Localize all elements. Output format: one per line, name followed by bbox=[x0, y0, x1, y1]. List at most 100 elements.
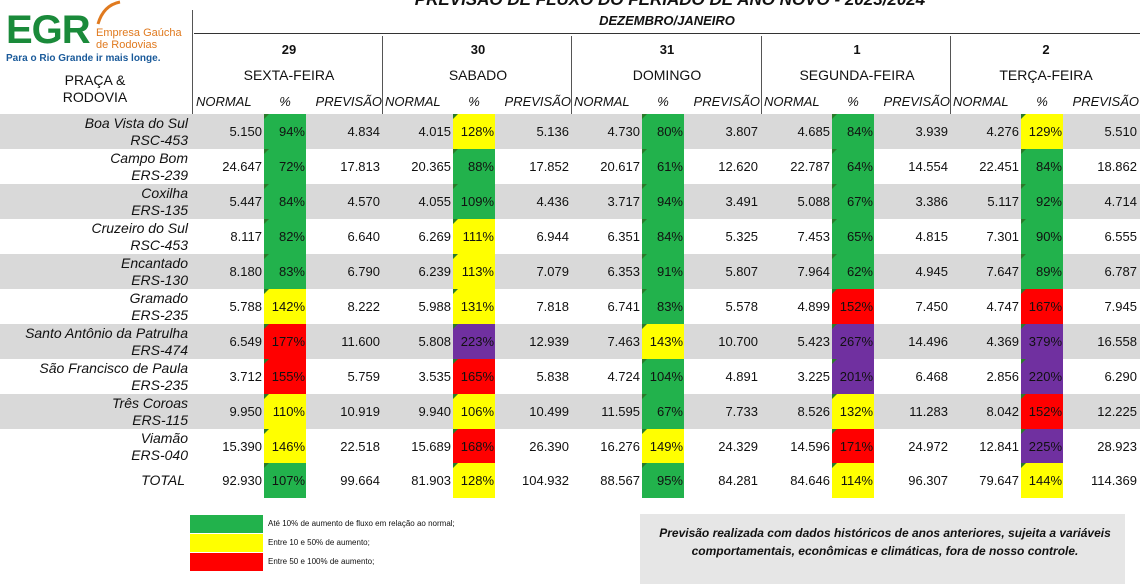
row-percent-cell: 62% bbox=[832, 254, 874, 289]
row-normal-value: 5.117 bbox=[987, 194, 1019, 209]
row-percent-cell: 128% bbox=[453, 114, 495, 149]
cell-marker-icon bbox=[264, 184, 269, 189]
cell-marker-icon bbox=[453, 254, 458, 259]
row-normal-value: 15.390 bbox=[222, 439, 262, 454]
subheader-previsao: PREVISÃO bbox=[315, 94, 382, 109]
row-previsao-value: 11.283 bbox=[909, 404, 948, 419]
day-name: SABADO bbox=[448, 67, 508, 83]
row-percent-cell: 83% bbox=[264, 254, 306, 289]
subheader-normal: NORMAL bbox=[385, 94, 441, 109]
row-previsao-value: 7.818 bbox=[536, 299, 569, 314]
cell-marker-icon bbox=[453, 324, 458, 329]
day-name: SEGUNDA-FEIRA bbox=[799, 67, 915, 83]
cell-marker-icon bbox=[642, 324, 647, 329]
row-normal-value: 5.447 bbox=[229, 194, 262, 209]
cell-marker-icon bbox=[264, 359, 269, 364]
table-left-border bbox=[192, 10, 193, 114]
cell-marker-icon bbox=[642, 254, 647, 259]
total-normal-value: 81.903 bbox=[411, 473, 451, 488]
legend-text: Até 10% de aumento de fluxo em relação a… bbox=[268, 519, 455, 528]
row-normal-value: 4.685 bbox=[797, 124, 830, 139]
cell-marker-icon bbox=[642, 114, 647, 119]
row-percent-cell: 267% bbox=[832, 324, 874, 359]
day-name: SEXTA-FEIRA bbox=[243, 67, 335, 83]
cell-marker-icon bbox=[264, 289, 269, 294]
legend-swatch bbox=[190, 553, 263, 571]
cell-marker-icon bbox=[264, 114, 269, 119]
road-code: ERS-474 bbox=[131, 342, 188, 358]
row-percent-cell: 88% bbox=[453, 149, 495, 184]
road-name: Viamão bbox=[140, 430, 188, 446]
row-previsao-value: 10.700 bbox=[718, 334, 758, 349]
row-normal-value: 20.617 bbox=[600, 159, 640, 174]
road-code: ERS-235 bbox=[131, 377, 188, 393]
cell-marker-icon bbox=[453, 463, 458, 468]
row-normal-value: 20.365 bbox=[411, 159, 451, 174]
cell-marker-icon bbox=[642, 149, 647, 154]
cell-marker-icon bbox=[642, 429, 647, 434]
month-underline bbox=[194, 33, 1140, 34]
row-normal-value: 4.369 bbox=[986, 334, 1019, 349]
row-percent-cell: 167% bbox=[1021, 289, 1063, 324]
cell-marker-icon bbox=[832, 463, 837, 468]
row-percent-cell: 201% bbox=[832, 359, 874, 394]
row-band bbox=[0, 114, 1140, 149]
row-previsao-value: 5.807 bbox=[725, 264, 758, 279]
day-number: 1 bbox=[853, 42, 861, 57]
row-percent-cell: 111% bbox=[453, 219, 495, 254]
row-percent-cell: 165% bbox=[453, 359, 495, 394]
row-previsao-value: 4.570 bbox=[347, 194, 380, 209]
row-normal-value: 4.747 bbox=[986, 299, 1019, 314]
logo-company-name: Empresa Gaúcha de Rodovias bbox=[96, 27, 182, 51]
cell-marker-icon bbox=[264, 463, 269, 468]
row-percent-cell: 89% bbox=[1021, 254, 1063, 289]
day-number: 30 bbox=[470, 42, 486, 57]
cell-marker-icon bbox=[832, 149, 837, 154]
day-separator bbox=[571, 36, 572, 114]
subheader-previsao: PREVISÃO bbox=[504, 94, 571, 109]
row-percent-cell: 168% bbox=[453, 429, 495, 464]
cell-marker-icon bbox=[453, 114, 458, 119]
cell-marker-icon bbox=[832, 394, 837, 399]
cell-marker-icon bbox=[453, 359, 458, 364]
logo-name-line2: de Rodovias bbox=[96, 39, 158, 51]
cell-marker-icon bbox=[264, 394, 269, 399]
subheader-normal: NORMAL bbox=[764, 94, 820, 109]
road-name: Gramado bbox=[129, 290, 188, 306]
row-normal-value: 7.647 bbox=[986, 264, 1019, 279]
row-normal-value: 7.301 bbox=[986, 229, 1019, 244]
row-normal-value: 24.647 bbox=[222, 159, 262, 174]
day-separator bbox=[950, 36, 951, 114]
cell-marker-icon bbox=[264, 219, 269, 224]
total-previsao-value: 84.281 bbox=[718, 473, 758, 488]
cell-marker-icon bbox=[453, 219, 458, 224]
row-band bbox=[0, 184, 1140, 219]
cell-marker-icon bbox=[642, 394, 647, 399]
row-normal-value: 11.595 bbox=[601, 404, 640, 419]
row-percent-cell: 177% bbox=[264, 324, 306, 359]
row-percent-cell: 146% bbox=[264, 429, 306, 464]
row-percent-cell: 90% bbox=[1021, 219, 1063, 254]
total-percent-cell: 128% bbox=[453, 463, 495, 498]
cell-marker-icon bbox=[1021, 219, 1026, 224]
row-previsao-value: 6.555 bbox=[1104, 229, 1137, 244]
row-percent-cell: 84% bbox=[642, 219, 684, 254]
logo-swoosh-icon bbox=[96, 0, 121, 25]
row-previsao-value: 8.222 bbox=[347, 299, 380, 314]
row-percent-cell: 223% bbox=[453, 324, 495, 359]
total-percent-cell: 114% bbox=[832, 463, 874, 498]
row-previsao-value: 5.510 bbox=[1104, 124, 1137, 139]
row-normal-value: 5.808 bbox=[418, 334, 451, 349]
cell-marker-icon bbox=[642, 359, 647, 364]
subheader-normal: NORMAL bbox=[574, 94, 630, 109]
row-percent-cell: 142% bbox=[264, 289, 306, 324]
cell-marker-icon bbox=[264, 429, 269, 434]
cell-marker-icon bbox=[453, 289, 458, 294]
cell-marker-icon bbox=[1021, 394, 1026, 399]
row-previsao-value: 5.759 bbox=[347, 369, 380, 384]
total-percent-cell: 107% bbox=[264, 463, 306, 498]
row-percent-cell: 171% bbox=[832, 429, 874, 464]
row-normal-value: 4.730 bbox=[607, 124, 640, 139]
row-previsao-value: 6.944 bbox=[536, 229, 569, 244]
row-percent-cell: 106% bbox=[453, 394, 495, 429]
